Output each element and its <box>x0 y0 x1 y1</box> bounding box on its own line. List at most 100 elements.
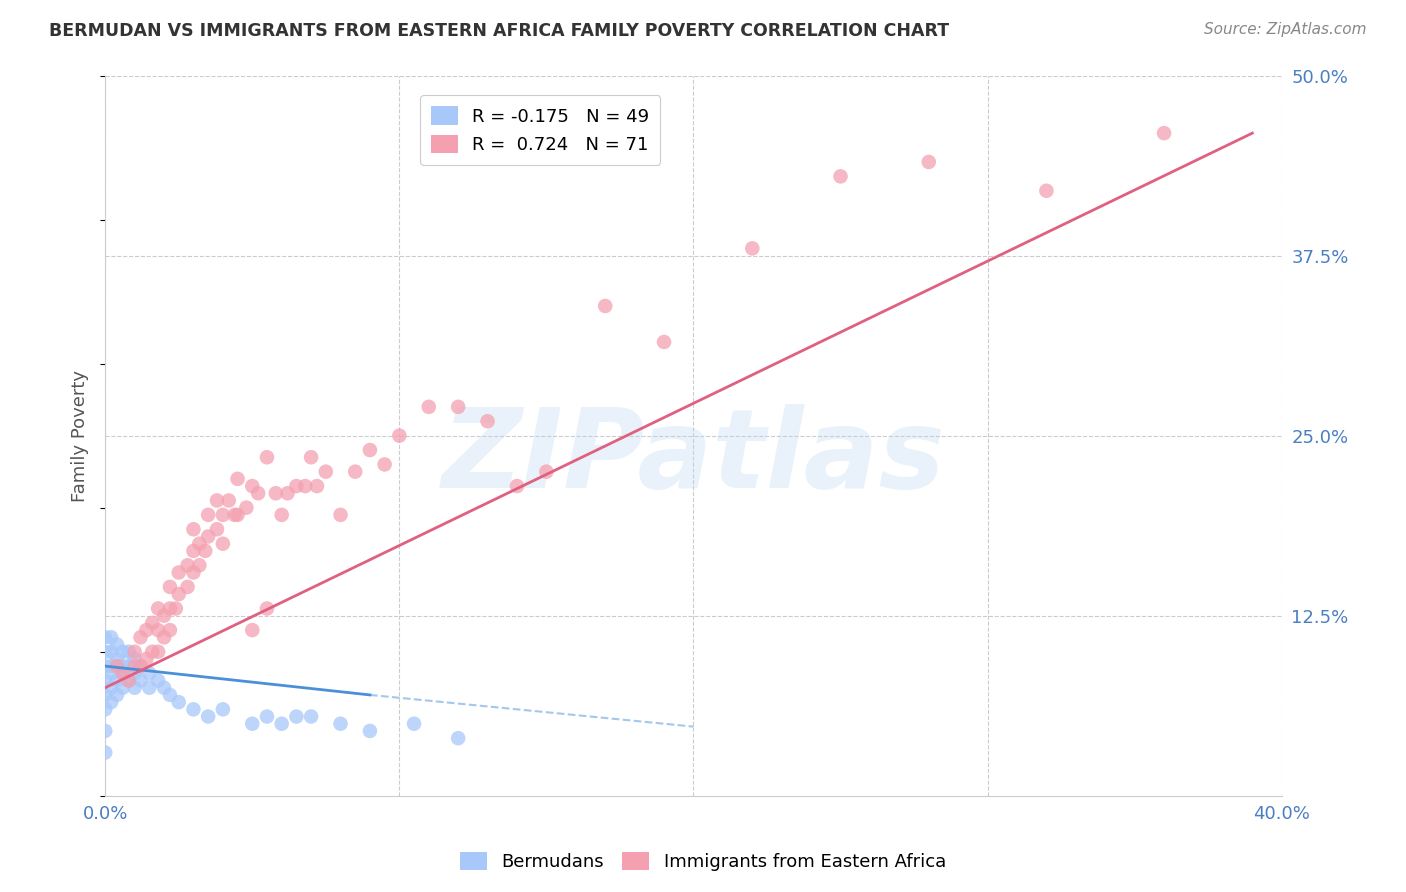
Point <box>212 702 235 716</box>
Point <box>285 479 308 493</box>
Point <box>100 666 122 681</box>
Point <box>305 479 328 493</box>
Point <box>1035 184 1057 198</box>
Point <box>315 465 337 479</box>
Point <box>124 659 146 673</box>
Text: ZIPatlas: ZIPatlas <box>441 404 945 511</box>
Point <box>146 601 169 615</box>
Point <box>299 709 322 723</box>
Point <box>105 659 128 673</box>
Point <box>118 673 141 688</box>
Point <box>183 522 205 536</box>
Point <box>329 508 352 522</box>
Point <box>100 659 122 673</box>
Point <box>138 666 160 681</box>
Point <box>118 645 141 659</box>
Point <box>285 709 308 723</box>
Point <box>194 544 217 558</box>
Point <box>111 666 134 681</box>
Point <box>141 615 163 630</box>
Point <box>105 652 128 666</box>
Point <box>830 169 852 184</box>
Point <box>153 681 176 695</box>
Point <box>264 486 287 500</box>
Point <box>270 716 292 731</box>
Point <box>153 608 176 623</box>
Point <box>256 450 278 465</box>
Point <box>197 508 219 522</box>
Point <box>240 623 263 637</box>
Point <box>197 709 219 723</box>
Text: Source: ZipAtlas.com: Source: ZipAtlas.com <box>1204 22 1367 37</box>
Point <box>124 652 146 666</box>
Point <box>447 400 470 414</box>
Point <box>741 241 763 255</box>
Point <box>218 493 240 508</box>
Point <box>235 500 257 515</box>
Point <box>105 673 128 688</box>
Point <box>94 659 117 673</box>
Point <box>105 688 128 702</box>
Point <box>226 508 249 522</box>
Point <box>329 716 352 731</box>
Point <box>344 465 367 479</box>
Point <box>167 566 190 580</box>
Point <box>188 537 211 551</box>
Point <box>212 537 235 551</box>
Legend: Bermudans, Immigrants from Eastern Africa: Bermudans, Immigrants from Eastern Afric… <box>453 845 953 879</box>
Point <box>146 673 169 688</box>
Point <box>146 623 169 637</box>
Point <box>240 479 263 493</box>
Point <box>197 529 219 543</box>
Point <box>205 522 228 536</box>
Point <box>167 587 190 601</box>
Point <box>159 623 181 637</box>
Point <box>94 630 117 644</box>
Point <box>100 630 122 644</box>
Point <box>299 450 322 465</box>
Point <box>94 645 117 659</box>
Point <box>918 155 941 169</box>
Point <box>536 465 558 479</box>
Point <box>447 731 470 746</box>
Point <box>118 659 141 673</box>
Point <box>247 486 270 500</box>
Point <box>94 702 117 716</box>
Point <box>165 601 187 615</box>
Point <box>256 709 278 723</box>
Point <box>153 630 176 644</box>
Point <box>176 580 198 594</box>
Point <box>111 659 134 673</box>
Point <box>124 681 146 695</box>
Point <box>652 334 675 349</box>
Point <box>1153 126 1175 140</box>
Point <box>183 702 205 716</box>
Point <box>111 681 134 695</box>
Point <box>129 659 152 673</box>
Point <box>138 681 160 695</box>
Point <box>94 723 117 738</box>
Point <box>135 623 157 637</box>
Y-axis label: Family Poverty: Family Poverty <box>72 369 89 501</box>
Point <box>183 544 205 558</box>
Point <box>100 645 122 659</box>
Point <box>159 688 181 702</box>
Point <box>226 472 249 486</box>
Point <box>477 414 499 428</box>
Point <box>129 630 152 644</box>
Point <box>159 580 181 594</box>
Point <box>141 645 163 659</box>
Point <box>100 695 122 709</box>
Point <box>135 652 157 666</box>
Point <box>374 458 396 472</box>
Point <box>183 566 205 580</box>
Point <box>294 479 316 493</box>
Point <box>359 443 381 458</box>
Point <box>240 716 263 731</box>
Point <box>94 688 117 702</box>
Point <box>105 659 128 673</box>
Point <box>277 486 299 500</box>
Point <box>270 508 292 522</box>
Point <box>167 695 190 709</box>
Point <box>359 723 381 738</box>
